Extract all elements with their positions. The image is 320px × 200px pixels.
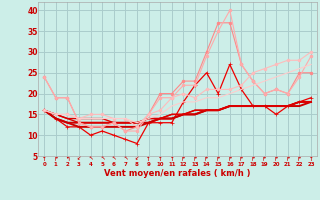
X-axis label: Vent moyen/en rafales ( km/h ): Vent moyen/en rafales ( km/h ) [104,169,251,178]
